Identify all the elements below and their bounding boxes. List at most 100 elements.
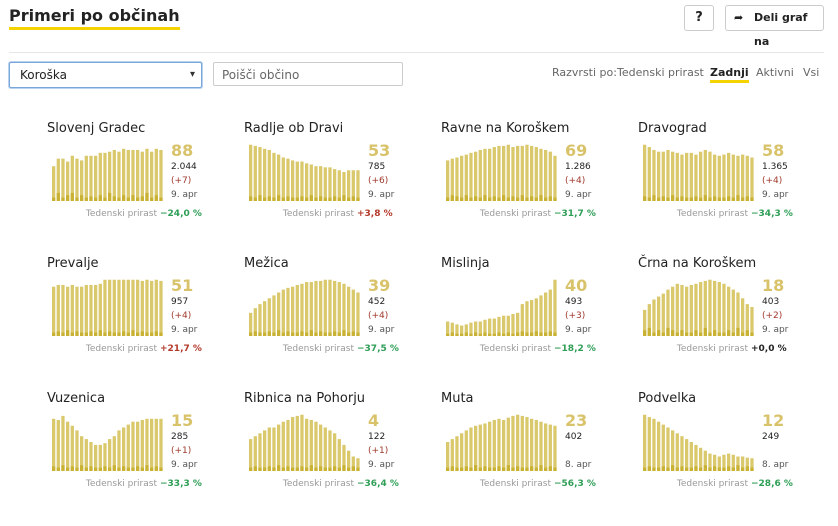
total-cases-value: 493	[565, 297, 583, 307]
sort-option-all[interactable]: Vsi	[803, 66, 820, 79]
active-cases-bar	[750, 458, 754, 471]
municipality-name: Muta	[441, 391, 474, 406]
active-cases-bar	[145, 418, 149, 471]
active-cases-bar	[66, 161, 70, 201]
active-cases-value: 18	[762, 276, 785, 295]
new-cases-bar	[258, 467, 262, 471]
municipality-search-input[interactable]: Poišči občino	[213, 62, 403, 86]
new-cases-delta: (+4)	[171, 311, 192, 321]
municipality-card[interactable]: Prevalje 51 957 (+4) 9. apr Tedenski prirast +…	[47, 256, 244, 391]
new-cases-bar	[159, 332, 163, 336]
total-cases-value: 452	[368, 297, 386, 307]
new-cases-bar	[319, 196, 323, 201]
active-cases-bar	[675, 283, 679, 336]
municipality-name: Ravne na Koroškem	[441, 121, 570, 136]
active-cases-bar	[502, 315, 506, 336]
active-cases-bar	[708, 279, 712, 336]
municipality-name: Črna na Koroškem	[638, 256, 757, 271]
active-cases-bar	[314, 280, 318, 336]
municipality-card[interactable]: Muta 23 402 8. apr Tedenski prirast −56,3 %	[441, 391, 638, 526]
active-cases-bar	[544, 149, 548, 201]
active-cases-bar	[652, 299, 656, 336]
active-cases-value: 4	[368, 411, 380, 430]
new-cases-bar	[469, 197, 473, 201]
new-cases-bar	[333, 196, 337, 201]
new-cases-bar	[492, 196, 496, 201]
active-cases-bar	[131, 149, 135, 201]
active-cases-bar	[267, 149, 271, 201]
active-cases-bar	[309, 282, 313, 336]
search-placeholder: Poišči občino	[222, 68, 300, 82]
weekly-growth-value: −36,4 %	[357, 479, 399, 489]
sort-option-active[interactable]: Aktivni	[756, 66, 794, 79]
new-cases-bar	[295, 467, 299, 471]
new-cases-bar	[708, 467, 712, 471]
new-cases-bar	[464, 332, 468, 336]
active-cases-bar	[694, 444, 698, 471]
new-cases-bar	[722, 332, 726, 336]
municipality-card[interactable]: Črna na Koroškem 18 403 (+2) 9. apr Tedenski …	[638, 256, 835, 391]
municipality-card[interactable]: Mislinja 40 493 (+3) 9. apr Tedenski prirast −…	[441, 256, 638, 391]
new-cases-bar	[131, 330, 135, 336]
new-cases-bar	[488, 467, 492, 471]
new-cases-bar	[478, 467, 482, 471]
new-cases-bar	[708, 332, 712, 336]
active-cases-bar	[722, 454, 726, 471]
active-cases-bar	[469, 427, 473, 471]
weekly-growth-value: +0,0 %	[751, 344, 787, 354]
new-cases-bar	[469, 333, 473, 336]
new-cases-bar	[671, 465, 675, 471]
active-cases-bar	[89, 284, 93, 336]
active-cases-bar	[666, 427, 670, 471]
new-cases-bar	[446, 333, 450, 336]
weekly-growth-label: Tedenski prirast	[282, 344, 354, 354]
active-cases-bar	[94, 444, 98, 471]
active-cases-bar	[291, 417, 295, 471]
active-cases-bar	[263, 148, 267, 201]
active-cases-bar	[520, 415, 524, 471]
active-cases-bar	[154, 418, 158, 471]
municipality-card[interactable]: Radlje ob Dravi 53 785 (+6) 9. apr Tedenski p…	[244, 121, 441, 256]
municipality-card[interactable]: Mežica 39 452 (+4) 9. apr Tedenski prirast −37…	[244, 256, 441, 391]
region-select[interactable]: Koroška ▾	[9, 62, 202, 88]
municipality-name: Ribnica na Pohorju	[244, 391, 366, 406]
sort-option-weekly[interactable]: Tedenski prirast	[617, 66, 704, 79]
new-cases-bar	[483, 195, 487, 201]
active-cases-bar	[530, 418, 534, 471]
new-cases-bar	[263, 467, 267, 471]
municipality-card[interactable]: Podvelka 12 249 8. apr Tedenski prirast −28,6…	[638, 391, 835, 526]
new-cases-bar	[300, 196, 304, 201]
new-cases-bar	[534, 197, 538, 201]
active-cases-bar	[525, 417, 529, 471]
active-cases-bar	[56, 284, 60, 336]
active-cases-bar	[455, 324, 459, 336]
cases-bar-chart	[52, 148, 163, 201]
help-button[interactable]: ?	[684, 5, 714, 31]
new-cases-bar	[502, 195, 506, 201]
new-cases-bar	[474, 465, 478, 471]
new-cases-bar	[446, 467, 450, 471]
municipality-card[interactable]: Ravne na Koroškem 69 1.286 (+4) 9. apr Tedens…	[441, 121, 638, 256]
new-cases-bar	[478, 197, 482, 201]
total-cases-value: 1.286	[565, 162, 591, 172]
municipality-card[interactable]: Vuzenica 15 285 (+1) 9. apr Tedenski prirast −…	[47, 391, 244, 526]
sort-option-latest[interactable]: Zadnji	[710, 66, 749, 83]
new-cases-bar	[319, 466, 323, 471]
active-cases-bar	[661, 151, 665, 201]
new-cases-bar	[745, 466, 749, 471]
page-title: Primeri po občinah	[9, 6, 180, 30]
active-cases-bar	[675, 152, 679, 201]
new-cases-bar	[126, 467, 130, 471]
total-cases-value: 1.365	[762, 162, 788, 172]
municipality-card[interactable]: Slovenj Gradec 88 2.044 (+7) 9. apr Tedenski …	[47, 121, 244, 256]
new-cases-bar	[347, 467, 351, 471]
active-cases-bar	[80, 160, 84, 201]
share-button[interactable]: ➦ Deli graf na	[725, 5, 824, 48]
new-cases-bar	[277, 330, 281, 336]
new-cases-bar	[544, 467, 548, 471]
active-cases-bar	[117, 430, 121, 471]
municipality-card[interactable]: Dravograd 58 1.365 (+4) 9. apr Tedenski prira…	[638, 121, 835, 256]
municipality-card[interactable]: Ribnica na Pohorju 4 122 (+1) 9. apr Tedenski…	[244, 391, 441, 526]
municipality-name: Mežica	[244, 256, 289, 271]
active-cases-bar	[666, 149, 670, 201]
